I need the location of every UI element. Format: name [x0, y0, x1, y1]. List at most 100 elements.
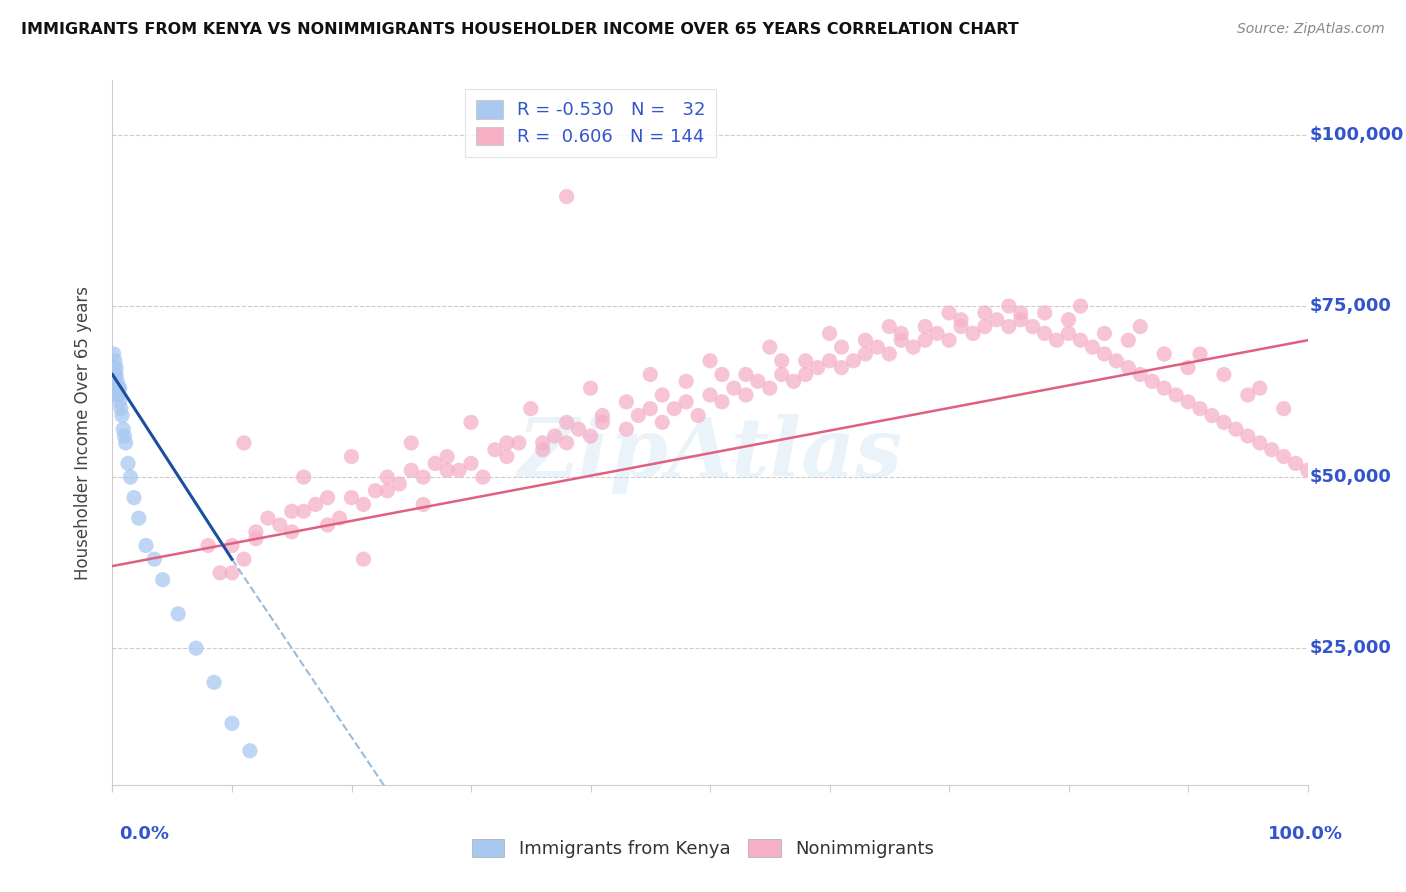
Point: [1046, 333, 1069, 347]
Point: [257, 511, 280, 525]
Point: [377, 470, 399, 484]
Point: [927, 326, 949, 341]
Text: IMMIGRANTS FROM KENYA VS NONIMMIGRANTS HOUSEHOLDER INCOME OVER 65 YEARS CORRELAT: IMMIGRANTS FROM KENYA VS NONIMMIGRANTS H…: [21, 22, 1019, 37]
Point: [664, 401, 686, 416]
Point: [1237, 388, 1260, 402]
Point: [152, 573, 174, 587]
Point: [974, 319, 997, 334]
Point: [412, 470, 434, 484]
Point: [531, 442, 554, 457]
Y-axis label: Householder Income Over 65 years: Householder Income Over 65 years: [73, 285, 91, 580]
Point: [167, 607, 190, 621]
Point: [938, 306, 960, 320]
Point: [914, 333, 936, 347]
Point: [592, 415, 614, 429]
Point: [105, 368, 128, 382]
Point: [1070, 333, 1092, 347]
Point: [903, 340, 925, 354]
Point: [986, 312, 1008, 326]
Text: $100,000: $100,000: [1310, 126, 1405, 144]
Point: [555, 436, 578, 450]
Text: ZipAtlas: ZipAtlas: [517, 414, 903, 494]
Point: [592, 409, 614, 423]
Point: [1142, 374, 1164, 388]
Point: [1129, 319, 1152, 334]
Point: [1166, 388, 1188, 402]
Point: [1022, 319, 1045, 334]
Point: [316, 518, 339, 533]
Point: [122, 491, 145, 505]
Point: [436, 463, 458, 477]
Point: [998, 299, 1021, 313]
Point: [1118, 360, 1140, 375]
Text: $25,000: $25,000: [1310, 640, 1392, 657]
Point: [508, 436, 530, 450]
Point: [120, 470, 142, 484]
Point: [1010, 312, 1032, 326]
Point: [818, 353, 841, 368]
Point: [186, 641, 208, 656]
Point: [555, 415, 578, 429]
Point: [831, 360, 853, 375]
Point: [105, 374, 128, 388]
Point: [1105, 353, 1128, 368]
Point: [105, 360, 128, 375]
Point: [1272, 450, 1295, 464]
Point: [675, 394, 697, 409]
Point: [1177, 360, 1199, 375]
Point: [831, 340, 853, 354]
Point: [1261, 442, 1284, 457]
Point: [759, 381, 782, 395]
Point: [460, 415, 482, 429]
Point: [651, 415, 673, 429]
Point: [675, 374, 697, 388]
Point: [447, 463, 470, 477]
Point: [520, 401, 543, 416]
Point: [723, 381, 745, 395]
Point: [890, 326, 912, 341]
Point: [221, 539, 243, 553]
Point: [233, 436, 256, 450]
Point: [388, 477, 411, 491]
Legend: R = -0.530   N =   32, R =  0.606   N = 144: R = -0.530 N = 32, R = 0.606 N = 144: [464, 89, 717, 157]
Point: [460, 457, 482, 471]
Point: [107, 388, 129, 402]
Point: [914, 319, 936, 334]
Point: [579, 429, 602, 443]
Point: [412, 498, 434, 512]
Point: [292, 470, 315, 484]
Point: [305, 498, 328, 512]
Point: [794, 353, 817, 368]
Point: [579, 381, 602, 395]
Point: [108, 381, 131, 395]
Point: [1010, 306, 1032, 320]
Point: [1237, 429, 1260, 443]
Point: [1057, 312, 1080, 326]
Point: [1057, 326, 1080, 341]
Point: [1070, 299, 1092, 313]
Point: [377, 483, 399, 498]
Point: [735, 388, 758, 402]
Point: [484, 442, 506, 457]
Point: [269, 518, 291, 533]
Point: [855, 347, 877, 361]
Point: [1249, 436, 1271, 450]
Point: [1153, 381, 1175, 395]
Point: [866, 340, 889, 354]
Point: [329, 511, 352, 525]
Point: [104, 368, 127, 382]
Point: [1033, 306, 1056, 320]
Point: [105, 381, 128, 395]
Point: [209, 566, 232, 580]
Point: [340, 450, 363, 464]
Point: [105, 388, 128, 402]
Point: [401, 436, 423, 450]
Legend: Immigrants from Kenya, Nonimmigrants: Immigrants from Kenya, Nonimmigrants: [464, 831, 942, 865]
Point: [1094, 347, 1116, 361]
Point: [135, 539, 157, 553]
Point: [782, 374, 804, 388]
Point: [103, 360, 125, 375]
Point: [627, 409, 650, 423]
Point: [104, 374, 127, 388]
Point: [436, 450, 458, 464]
